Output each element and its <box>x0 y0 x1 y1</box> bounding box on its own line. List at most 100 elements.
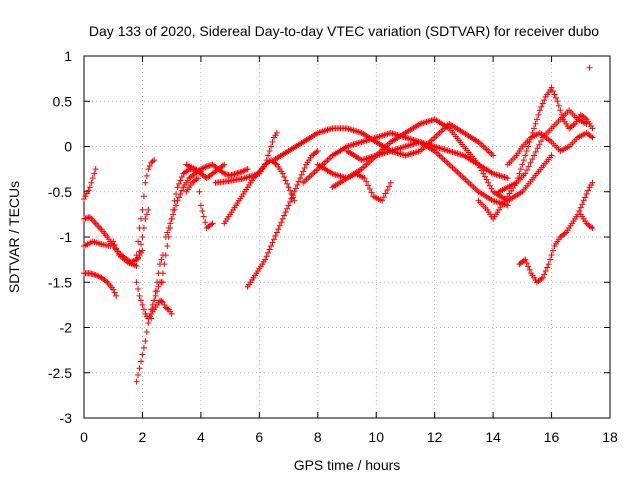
data-point-interp <box>167 220 174 227</box>
data-point <box>148 159 155 166</box>
data-point <box>285 184 292 191</box>
data-point <box>174 197 181 204</box>
y-tick-label: -2.5 <box>48 365 72 381</box>
data-point-interp <box>88 179 95 186</box>
axis-ticks: 0 2 4 6 8 10 12 14 16 18 -3 -2.5 -2 -1.5 -1 -0.5 0 0.5 1 <box>48 48 618 445</box>
data-point-interp <box>547 256 554 263</box>
data-point-interp <box>478 167 485 174</box>
data-point-interp <box>266 246 273 253</box>
data-point-interp <box>300 168 307 175</box>
data-point-interp <box>111 289 118 296</box>
data-point-interp <box>175 180 182 187</box>
data-point <box>583 120 590 127</box>
data-point-interp <box>164 229 171 236</box>
data-point-interp <box>516 170 523 177</box>
data-point <box>154 279 161 286</box>
data-point-interp <box>164 243 171 250</box>
grid-lines <box>84 56 610 418</box>
data-point <box>379 197 386 204</box>
data-point <box>92 166 99 173</box>
y-tick-label: -3 <box>60 410 73 426</box>
data-point <box>86 184 93 191</box>
data-point-interp <box>135 286 142 293</box>
data-point <box>139 351 146 358</box>
y-tick-label: -1 <box>60 229 73 245</box>
data-point-interp <box>555 102 562 109</box>
data-point <box>244 166 251 173</box>
data-point <box>168 310 175 317</box>
data-point-interp <box>550 88 557 95</box>
data-point-interp <box>588 224 595 231</box>
data-point-interp <box>140 193 147 200</box>
data-point <box>504 175 511 182</box>
data-point <box>589 125 596 132</box>
data-point <box>133 252 140 259</box>
data-point <box>548 152 555 159</box>
x-tick-label: 2 <box>139 429 147 445</box>
data-point-interp <box>541 271 548 278</box>
data-point <box>262 161 269 168</box>
data-point <box>545 261 552 268</box>
data-point <box>554 98 561 105</box>
data-point <box>162 252 169 259</box>
data-point-interp <box>208 221 215 228</box>
data-point <box>86 214 93 221</box>
data-point <box>586 64 593 71</box>
data-point-interp <box>548 252 555 259</box>
data-point <box>92 220 99 227</box>
data-point <box>361 175 368 182</box>
data-point-interp <box>536 141 543 148</box>
data-points <box>81 64 596 385</box>
data-point-interp <box>89 217 96 224</box>
data-point-interp <box>270 236 277 243</box>
data-point-interp <box>557 107 564 114</box>
data-point-interp <box>538 103 545 110</box>
data-point <box>145 166 152 173</box>
data-point-interp <box>173 202 180 209</box>
data-point-interp <box>137 215 144 222</box>
data-point-interp <box>292 185 299 192</box>
data-point <box>83 190 90 197</box>
data-point-interp <box>538 138 545 145</box>
data-point-interp <box>199 207 206 214</box>
data-point-interp <box>523 148 530 155</box>
data-point-interp <box>94 222 101 229</box>
data-point <box>580 197 587 204</box>
data-point <box>194 175 201 182</box>
data-point-interp <box>113 245 120 252</box>
data-point-interp <box>161 301 168 308</box>
data-point <box>209 220 216 227</box>
data-point <box>136 365 143 372</box>
data-point <box>168 215 175 222</box>
data-point-interp <box>365 182 372 189</box>
data-point-interp <box>386 183 393 190</box>
data-point <box>525 143 532 150</box>
data-point-interp <box>82 193 89 200</box>
data-point-interp <box>275 226 282 233</box>
data-point-interp <box>527 159 534 166</box>
data-point-interp <box>541 97 548 104</box>
data-point <box>531 125 538 132</box>
data-point <box>151 157 158 164</box>
data-point-interp <box>526 266 533 273</box>
data-point-interp <box>535 111 542 118</box>
data-point <box>136 224 143 231</box>
data-point-interp <box>95 273 102 280</box>
data-point <box>522 256 529 263</box>
data-point-interp <box>552 94 559 101</box>
data-point-interp <box>266 148 273 155</box>
data-point <box>589 134 596 141</box>
data-point-interp <box>91 170 98 177</box>
data-point <box>539 274 546 281</box>
data-point-interp <box>136 248 143 255</box>
data-point-interp <box>269 138 276 145</box>
data-point-interp <box>149 306 156 313</box>
data-point-interp <box>199 165 206 172</box>
data-point-interp <box>577 204 584 211</box>
data-point <box>238 168 245 175</box>
data-point-interp <box>114 248 121 255</box>
data-point-interp <box>178 187 185 194</box>
data-point <box>221 161 228 168</box>
data-point-interp <box>485 179 492 186</box>
